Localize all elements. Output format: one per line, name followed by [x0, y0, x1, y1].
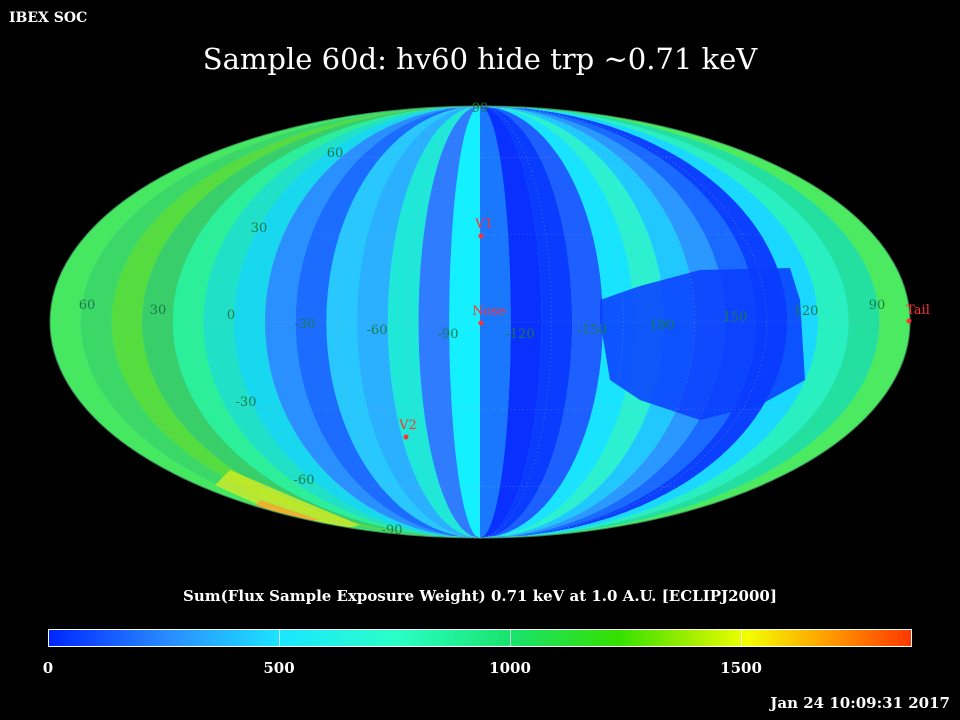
- map-title: Sample 60d: hv60 hide trp ~0.71 keV: [202, 42, 758, 76]
- meridian-label: 180: [650, 318, 675, 333]
- colorbar-tick-label: 500: [263, 659, 295, 677]
- map-band: [357, 106, 480, 538]
- map-band: [480, 106, 665, 538]
- parallel-label: 60: [327, 146, 344, 161]
- meridian-label: -120: [505, 327, 534, 342]
- colorbar-tick-label: 1500: [720, 659, 762, 677]
- colorbar-title: Sum(Flux Sample Exposure Weight) 0.71 ke…: [183, 587, 777, 605]
- meridian-label: -90: [438, 327, 459, 342]
- meridian-label: 120: [794, 304, 819, 319]
- rim-peak: [255, 500, 320, 522]
- meridian-label: 150: [723, 310, 748, 325]
- marker-dot: [478, 320, 484, 326]
- map-band: [480, 106, 511, 538]
- timestamp: Jan 24 10:09:31 2017: [770, 694, 950, 712]
- meridian-line: [336, 105, 480, 539]
- marker-dot: [478, 233, 484, 239]
- marker-label: V2: [398, 418, 417, 433]
- parallel-label: -90: [382, 523, 403, 538]
- meridian-label: 90: [869, 298, 886, 313]
- colorbar: [48, 629, 912, 647]
- colorbar-tick: [510, 629, 512, 647]
- map-band: [265, 106, 480, 538]
- markers: V1 Nose V2 Tail: [398, 217, 930, 440]
- map-band: [387, 106, 480, 538]
- meridian-label: -60: [367, 323, 388, 338]
- marker-dot: [403, 434, 409, 440]
- meridian-line: [480, 105, 696, 539]
- meridian-line: [264, 105, 480, 539]
- map-band: [480, 106, 603, 538]
- map-band: [480, 106, 634, 538]
- marker-label: Tail: [906, 303, 930, 318]
- meridian-label: -150: [577, 323, 606, 338]
- map-band: [295, 106, 480, 538]
- source-label: IBEX SOC: [9, 10, 88, 26]
- parallel-label: -30: [236, 395, 257, 410]
- meridian-label: 60: [79, 298, 96, 313]
- parallel-label: 30: [251, 221, 268, 236]
- marker-label: Nose: [472, 304, 506, 319]
- colorbar-tick-label: 1000: [489, 659, 531, 677]
- map-band: [449, 106, 480, 538]
- colorbar-tick-label: 0: [42, 659, 54, 677]
- parallel-label: 90: [472, 101, 489, 116]
- meridian-line: [480, 105, 624, 539]
- marker-dot: [906, 318, 912, 324]
- map-band: [326, 106, 480, 538]
- graticule-labels: 60 30 0 -30 -60 -90 -120 -150 180 150 120 90 90 60 30 -…: [79, 101, 886, 538]
- marker-label: V1: [474, 217, 493, 232]
- high-flux-region: [600, 268, 805, 420]
- map-band: [418, 106, 480, 538]
- map-band: [480, 106, 573, 538]
- meridian-label: 30: [150, 303, 167, 318]
- map-band: [480, 106, 695, 538]
- sky-map: 60 30 0 -30 -60 -90 -120 -150 180 150 120 90 90 60 30 -…: [49, 101, 930, 539]
- colorbar-tick: [741, 629, 743, 647]
- colorbar-tick: [279, 629, 281, 647]
- meridian-line: [407, 105, 480, 539]
- meridian-label: -30: [295, 317, 316, 332]
- meridian-line: [121, 105, 479, 539]
- parallel-label: -60: [294, 473, 315, 488]
- meridian-label: 0: [227, 308, 235, 323]
